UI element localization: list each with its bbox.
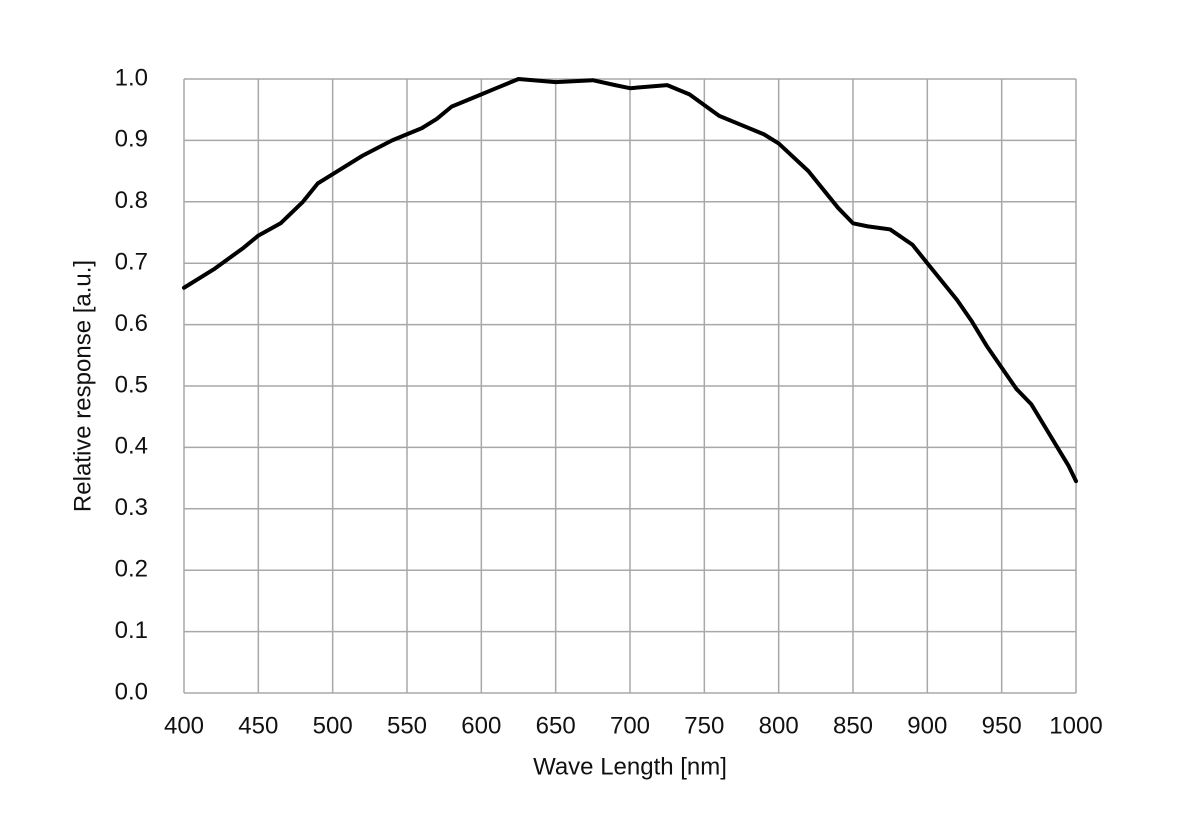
y-tick-label: 0.2	[115, 556, 148, 583]
x-tick-label: 600	[461, 712, 501, 739]
x-tick-label: 500	[313, 712, 353, 739]
y-tick-label: 0.6	[115, 310, 148, 337]
x-tick-label: 550	[387, 712, 427, 739]
x-tick-label: 800	[759, 712, 799, 739]
y-axis-label: Relative response [a.u.]	[69, 260, 96, 512]
y-tick-label: 0.8	[115, 187, 148, 214]
y-tick-label: 0.7	[115, 249, 148, 276]
x-tick-label: 850	[833, 712, 873, 739]
y-tick-label: 0.4	[115, 433, 148, 460]
x-tick-label: 450	[238, 712, 278, 739]
y-tick-label: 0.5	[115, 371, 148, 398]
y-tick-label: 0.1	[115, 617, 148, 644]
x-axis-label: Wave Length [nm]	[533, 753, 727, 780]
x-tick-label: 750	[684, 712, 724, 739]
x-tick-label: 400	[164, 712, 204, 739]
line	[182, 77, 1078, 484]
x-tick-label: 700	[610, 712, 650, 739]
y-tick-label: 1.0	[115, 64, 148, 91]
x-tick-label: 950	[982, 712, 1022, 739]
y-tick-label: 0.3	[115, 494, 148, 521]
y-tick-label: 0.9	[115, 126, 148, 153]
x-tick-label: 650	[536, 712, 576, 739]
x-tick-label: 900	[907, 712, 947, 739]
y-tick-label: 0.0	[115, 678, 148, 705]
x-tick-label: 1000	[1049, 712, 1102, 739]
